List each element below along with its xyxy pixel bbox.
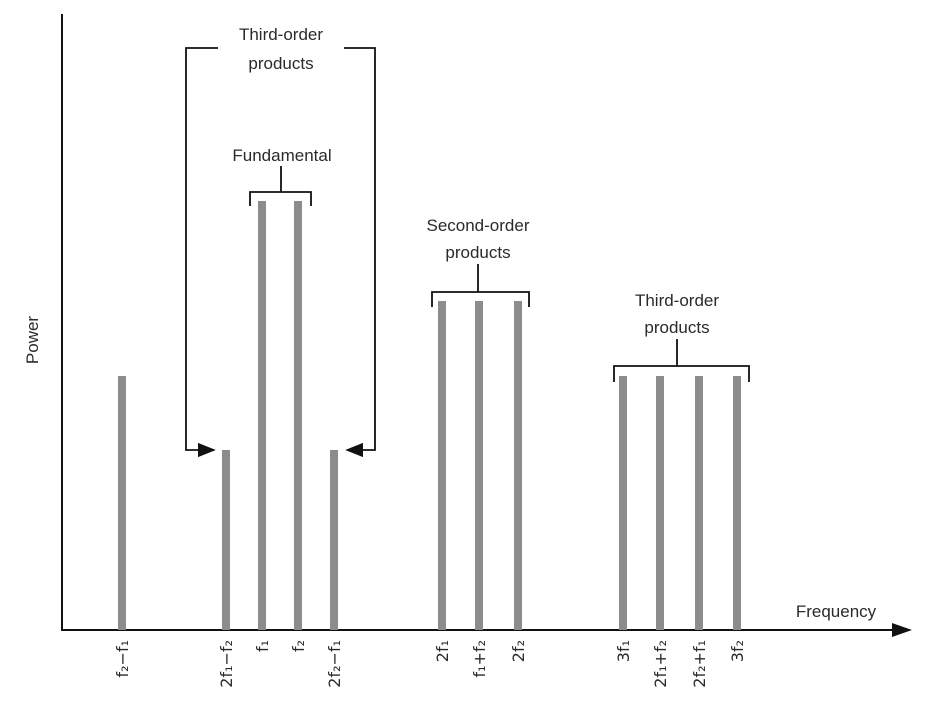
x-axis-arrow xyxy=(892,623,912,637)
bracket-arrow xyxy=(185,47,218,458)
bar xyxy=(222,450,230,630)
frequency-label: 2f₁+f₂ xyxy=(651,640,670,688)
bar xyxy=(118,376,126,630)
frequency-label: 2f₂+f₁ xyxy=(690,640,709,688)
annotation: Second-order xyxy=(426,216,529,235)
bracket-arrow xyxy=(344,47,376,458)
y-axis-label: Power xyxy=(23,316,42,365)
bar xyxy=(475,301,483,630)
frequency-label: 2f₁ xyxy=(433,640,452,662)
frequency-label: f₂−f₁ xyxy=(113,640,132,678)
x-axis-label: Frequency xyxy=(796,602,877,621)
annotation: products xyxy=(445,243,510,262)
bracket xyxy=(431,264,530,307)
frequency-label: 2f₂ xyxy=(509,640,528,662)
bar xyxy=(656,376,664,630)
bracket xyxy=(613,339,750,382)
annotation: Third-order xyxy=(239,25,323,44)
annotation: Fundamental xyxy=(232,146,331,165)
bar xyxy=(514,301,522,630)
bar xyxy=(619,376,627,630)
bar xyxy=(294,201,302,630)
bar xyxy=(330,450,338,630)
frequency-label: 3f₂ xyxy=(728,640,747,662)
bar xyxy=(695,376,703,630)
frequency-label: 2f₁−f₂ xyxy=(217,640,236,688)
spectral-lines xyxy=(118,201,741,630)
bar xyxy=(258,201,266,630)
frequency-label: f₁+f₂ xyxy=(470,640,489,678)
frequency-label: f₁ xyxy=(253,640,272,652)
frequency-label: 2f₂−f₁ xyxy=(325,640,344,688)
bar xyxy=(733,376,741,630)
bar xyxy=(438,301,446,630)
annotation: products xyxy=(248,54,313,73)
annotation: Third-order xyxy=(635,291,719,310)
frequency-label: f₂ xyxy=(289,640,308,652)
frequency-label: 3f₁ xyxy=(614,640,633,662)
bracket xyxy=(249,166,312,206)
annotation: products xyxy=(644,318,709,337)
frequency-labels: f₂−f₁ 2f₁−f₂ f₁ f₂ 2f₂−f₁ 2f₁ f₁+f₂ 2f₂ 3f₁ 2f₁+f… xyxy=(113,640,747,688)
